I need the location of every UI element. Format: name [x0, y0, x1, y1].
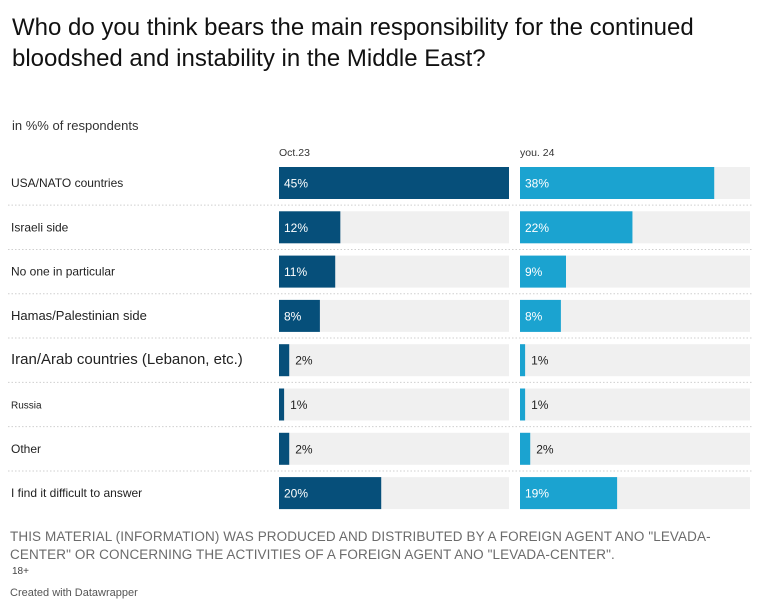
bar-1	[520, 299, 561, 332]
bar-0	[279, 344, 290, 377]
category-label: USA/NATO countries	[11, 176, 123, 190]
series-header-0: Oct.23	[279, 147, 310, 159]
category-label: Iran/Arab countries (Lebanon, etc.)	[11, 351, 243, 368]
bar-0	[279, 299, 320, 332]
bar-0	[279, 211, 341, 244]
value-label: 11%	[284, 265, 307, 279]
bar-track	[520, 432, 750, 465]
value-label: 45%	[284, 177, 308, 191]
value-label: 8%	[284, 309, 302, 323]
value-label: 2%	[295, 354, 313, 368]
bar-track	[520, 344, 750, 377]
value-label: 19%	[525, 487, 549, 501]
value-label: 38%	[525, 177, 549, 191]
series-header-1: you. 24	[520, 147, 555, 159]
value-label: 22%	[525, 221, 549, 235]
bar-1	[520, 388, 526, 421]
value-label: 8%	[525, 309, 543, 323]
category-label: Hamas/Palestinian side	[11, 308, 147, 323]
bar-0	[279, 167, 509, 199]
foreign-agent-notice: THIS MATERIAL (INFORMATION) WAS PRODUCED…	[10, 529, 711, 562]
bar-1	[520, 167, 715, 199]
category-label: Russia	[11, 401, 42, 412]
datawrapper-credit: Created with Datawrapper	[10, 587, 138, 599]
bar-0	[279, 432, 290, 465]
bar-0	[279, 388, 285, 421]
chart-subtitle: in %% of respondents	[12, 118, 139, 133]
bar-track	[279, 432, 509, 465]
value-label: 1%	[290, 398, 308, 412]
bar-0	[279, 255, 336, 288]
value-label: 1%	[531, 398, 549, 412]
value-label: 12%	[284, 221, 308, 235]
value-label: 1%	[531, 354, 549, 368]
bar-track	[520, 388, 750, 421]
category-label: Israeli side	[11, 220, 69, 234]
bar-1	[520, 344, 526, 377]
value-label: 20%	[284, 487, 308, 501]
value-label: 2%	[295, 442, 313, 456]
value-label: 9%	[525, 265, 543, 279]
value-label: 2%	[536, 442, 554, 456]
bar-1	[520, 477, 618, 510]
bar-1	[520, 211, 633, 244]
bar-track	[279, 344, 509, 377]
bar-chart: Oct.23 you. 24 USA/NATO countries 45% 38% Isr…	[8, 147, 752, 510]
bar-1	[520, 255, 566, 288]
bar-0	[279, 477, 382, 510]
category-label: I find it difficult to answer	[11, 486, 142, 500]
chart-title: Who do you think bears the main responsi…	[12, 14, 694, 72]
bar-track	[279, 388, 509, 421]
category-label: No one in particular	[11, 265, 115, 279]
bar-1	[520, 432, 531, 465]
age-rating: 18+	[12, 566, 29, 577]
category-label: Other	[11, 442, 41, 456]
